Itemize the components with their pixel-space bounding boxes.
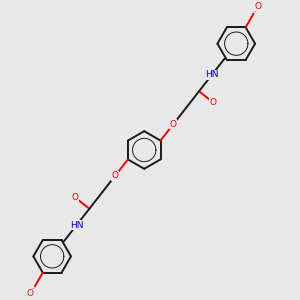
Text: O: O bbox=[254, 2, 262, 10]
Text: O: O bbox=[210, 98, 217, 107]
Text: O: O bbox=[170, 120, 177, 129]
Text: O: O bbox=[27, 290, 34, 298]
Text: HN: HN bbox=[205, 70, 219, 80]
Text: O: O bbox=[72, 193, 79, 202]
Text: HN: HN bbox=[70, 220, 83, 230]
Text: O: O bbox=[112, 171, 118, 180]
